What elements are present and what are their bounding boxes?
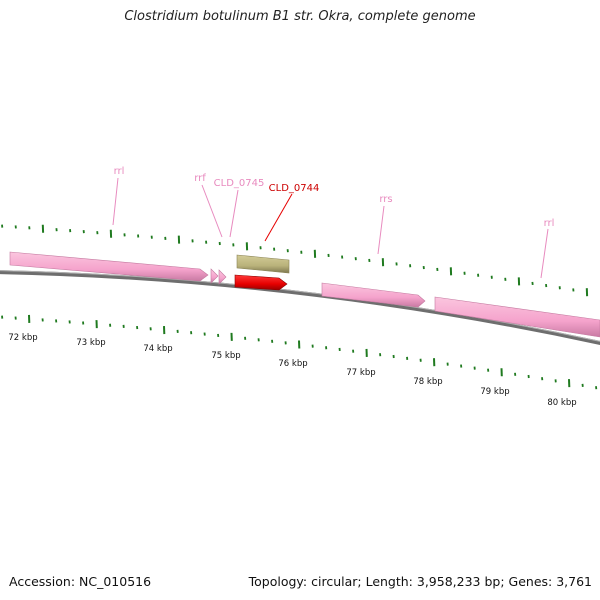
feature-rrl-2[interactable] xyxy=(434,296,600,338)
ruler-label-76: 76 kbp xyxy=(278,359,307,369)
label-rrs[interactable]: rrs xyxy=(379,194,392,205)
inner-tick-ring xyxy=(1,314,598,390)
label-cld-0745[interactable]: CLD_0745 xyxy=(214,178,265,189)
feature-rrl-1[interactable] xyxy=(9,251,209,282)
feature-cld-0745[interactable] xyxy=(236,254,290,274)
ruler-labels: 72 kbp 73 kbp 74 kbp 75 kbp 76 kbp 77 kb… xyxy=(8,333,576,408)
map-title: Clostridium botulinum B1 str. Okra, comp… xyxy=(124,9,476,24)
ruler-label-74: 74 kbp xyxy=(143,344,172,354)
ruler-label-79: 79 kbp xyxy=(480,387,509,397)
feature-rrf-1[interactable] xyxy=(210,268,219,284)
label-rrf[interactable]: rrf xyxy=(194,173,206,184)
label-rrl-2[interactable]: rrl xyxy=(544,218,555,229)
genome-backbone xyxy=(0,270,600,345)
accession-label: Accession: NC_010516 xyxy=(9,574,152,589)
label-leaders xyxy=(112,177,549,279)
feature-rrf-2[interactable] xyxy=(218,269,227,285)
outer-tick-ring xyxy=(1,224,589,297)
label-rrl-1[interactable]: rrl xyxy=(114,166,125,177)
ruler-label-75: 75 kbp xyxy=(211,351,240,361)
feature-rrs[interactable] xyxy=(321,282,426,308)
ruler-label-73: 73 kbp xyxy=(76,338,105,348)
ruler-label-80: 80 kbp xyxy=(547,398,576,408)
feature-track xyxy=(9,251,600,338)
ruler-label-72: 72 kbp xyxy=(8,333,37,343)
ruler-label-77: 77 kbp xyxy=(346,368,375,378)
topology-label: Topology: circular; Length: 3,958,233 bp… xyxy=(248,574,592,589)
label-cld-0744[interactable]: CLD_0744 xyxy=(269,183,320,194)
feature-cld-0744[interactable] xyxy=(234,274,288,291)
feature-labels: rrl rrf CLD_0745 CLD_0744 rrs rrl xyxy=(114,166,555,229)
ruler-label-78: 78 kbp xyxy=(413,377,442,387)
